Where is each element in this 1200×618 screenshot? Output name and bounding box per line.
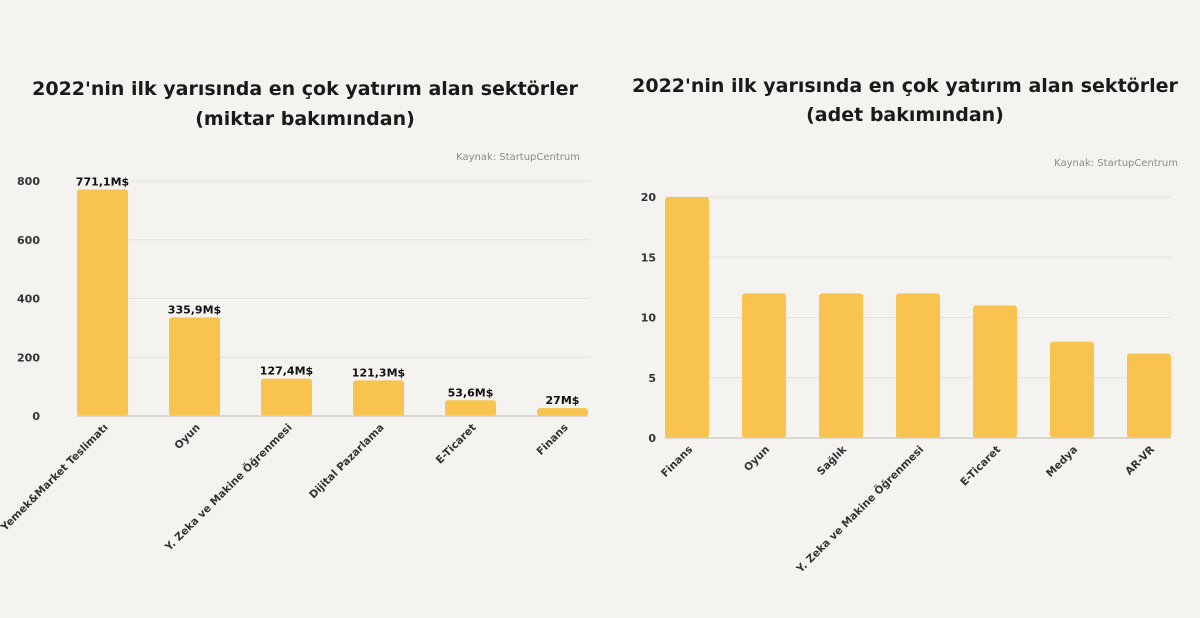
x-category-label: E-Ticaret bbox=[434, 422, 479, 467]
bar bbox=[353, 380, 404, 416]
chart-subtitle: (miktar bakımından) bbox=[195, 108, 415, 130]
source-label: Kaynak: StartupCentrum bbox=[456, 152, 580, 163]
chart-title: 2022'nin ilk yarısında en çok yatırım al… bbox=[632, 75, 1178, 97]
data-label: 127,4M$ bbox=[260, 365, 313, 378]
x-category-label: Y. Zeka ve Makine Öğrenmesi bbox=[792, 442, 926, 576]
data-label: 771,1M$ bbox=[76, 175, 129, 188]
x-category-label: E-Ticaret bbox=[958, 444, 1003, 489]
bar bbox=[665, 197, 709, 438]
chart-title: 2022'nin ilk yarısında en çok yatırım al… bbox=[32, 78, 578, 100]
x-category-label: Finans bbox=[535, 422, 571, 458]
x-category-label: AR-VR bbox=[1123, 444, 1157, 478]
y-tick-label: 400 bbox=[17, 293, 40, 306]
y-tick-label: 0 bbox=[32, 410, 40, 423]
y-tick-label: 200 bbox=[17, 351, 40, 364]
y-tick-label: 0 bbox=[648, 432, 656, 445]
chart-subtitle: (adet bakımından) bbox=[806, 104, 1004, 126]
y-tick-label: 800 bbox=[17, 175, 40, 188]
x-category-label: Sağlık bbox=[815, 443, 850, 478]
chart-count: 2022'nin ilk yarısında en çok yatırım al… bbox=[632, 75, 1178, 576]
source-label: Kaynak: StartupCentrum bbox=[1054, 158, 1178, 169]
x-category-label: Oyun bbox=[742, 444, 772, 474]
data-label: 53,6M$ bbox=[448, 386, 494, 399]
bar bbox=[537, 408, 588, 416]
bar bbox=[77, 189, 128, 416]
bar bbox=[169, 317, 220, 416]
y-tick-label: 5 bbox=[648, 372, 656, 385]
y-tick-label: 15 bbox=[641, 251, 656, 264]
x-category-label: Yemek&Market Teslimatı bbox=[0, 422, 111, 535]
bar bbox=[445, 400, 496, 416]
data-label: 335,9M$ bbox=[168, 303, 221, 316]
x-category-label: Dijital Pazarlama bbox=[307, 422, 387, 502]
data-label: 121,3M$ bbox=[352, 366, 405, 379]
bar bbox=[819, 293, 863, 438]
bar bbox=[261, 378, 312, 416]
y-tick-label: 600 bbox=[17, 234, 40, 247]
bar bbox=[1050, 341, 1094, 438]
chart-amount: 2022'nin ilk yarısında en çok yatırım al… bbox=[0, 78, 590, 554]
bar bbox=[742, 293, 786, 438]
plot-area: 0 200 400 600 800 771,1M$ Yemek&Market Teslima… bbox=[0, 175, 590, 554]
x-category-label: Finans bbox=[659, 444, 695, 480]
y-tick-label: 20 bbox=[641, 191, 657, 204]
data-label: 27M$ bbox=[546, 394, 580, 407]
bar bbox=[1127, 353, 1171, 438]
y-tick-label: 10 bbox=[641, 312, 657, 325]
bar bbox=[896, 293, 940, 438]
bar bbox=[973, 305, 1017, 438]
x-category-label: Medya bbox=[1044, 444, 1080, 480]
x-category-label: Oyun bbox=[172, 422, 202, 452]
